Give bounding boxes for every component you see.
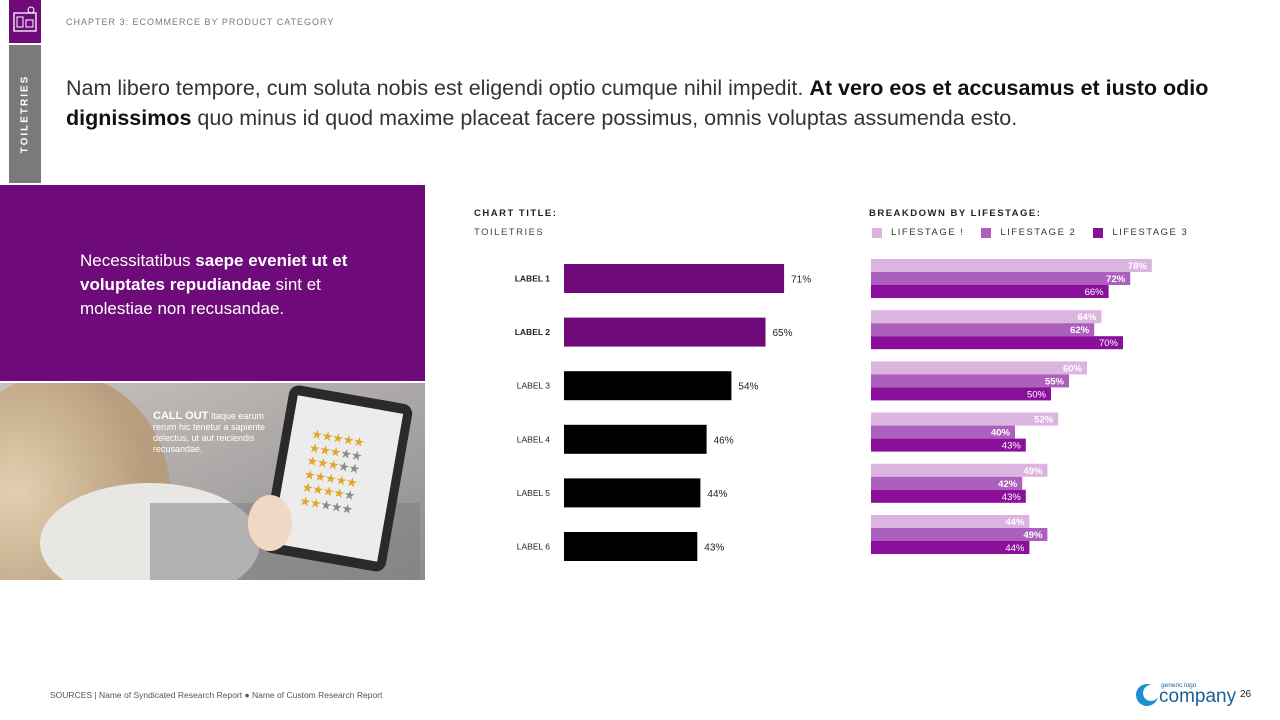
toiletries-bar-chart: LABEL 1 71% LABEL 2 65% LABEL 3 54% LABEL 4 46%… — [515, 264, 811, 561]
chart2-value-label: 70% — [1099, 338, 1119, 349]
chart2-bar-3 — [871, 438, 1026, 452]
chart1-category-label: LABEL 2 — [515, 327, 551, 337]
legend-swatch-lifestage3 — [1093, 227, 1104, 238]
callout-text: Itaque earum rerum hic tenetur a sapient… — [153, 411, 266, 454]
chapter-label: CHAPTER 3: ECOMMERCE BY PRODUCT CATEGORY — [66, 17, 335, 27]
chart1-category-label: LABEL 6 — [517, 542, 551, 552]
chart1-bar — [564, 317, 766, 347]
chart2-value-label: 64% — [1077, 312, 1097, 323]
chart2-bar-3 — [871, 336, 1123, 350]
chart2-bar-3 — [871, 285, 1109, 298]
side-tab-label: TOILETRIES — [19, 74, 31, 154]
chart2-bar-1 — [871, 310, 1102, 324]
lifestage-legend: LIFESTAGE ! LIFESTAGE 2 LIFESTAGE 3 — [872, 227, 1188, 238]
chart2-value-label: 44% — [1005, 543, 1025, 554]
chart2-bar-3 — [871, 387, 1051, 401]
chart2-bar-1 — [871, 259, 1152, 272]
chart2-bar-2 — [871, 528, 1048, 541]
chart2-value-label: 40% — [991, 428, 1011, 439]
chart2-bar-2 — [871, 323, 1095, 337]
chart1-bar — [564, 371, 732, 401]
highlight-text-1: Necessitatibus — [80, 251, 196, 270]
chart2-bar-2 — [871, 272, 1131, 285]
chart1-value-label: 71% — [791, 275, 811, 286]
chart2-value-label: 66% — [1085, 287, 1105, 298]
highlight-box: Necessitatibus saepe eveniet ut et volup… — [0, 185, 425, 381]
chart2-value-label: 55% — [1045, 376, 1065, 387]
legend-swatch-lifestage2 — [981, 227, 992, 238]
highlight-text: Necessitatibus saepe eveniet ut et volup… — [80, 249, 350, 321]
legend-item-lifestage2: LIFESTAGE 2 — [981, 227, 1076, 238]
legend-label-lifestage3: LIFESTAGE 3 — [1112, 227, 1189, 238]
chart2-bar-1 — [871, 412, 1059, 426]
chart2-bar-2 — [871, 425, 1015, 439]
chart2-value-label: 72% — [1106, 274, 1126, 285]
highlight-text-2: sint et molestiae non recusandae. — [80, 275, 321, 318]
chart2-bar-3 — [871, 541, 1030, 554]
chart2-value-label: 52% — [1034, 415, 1054, 426]
chart1-bar — [564, 264, 785, 293]
chart2-value-label: 42% — [998, 479, 1018, 490]
chart2-bar-1 — [871, 463, 1048, 477]
chart2-value-label: 44% — [1005, 517, 1025, 528]
headline-text-2: quo minus id quod maxime placeat facere … — [191, 106, 1018, 130]
chart2-value-label: 43% — [1002, 492, 1022, 503]
chart1-bar — [564, 424, 707, 454]
legend-label-lifestage1: LIFESTAGE ! — [891, 227, 965, 238]
chart1-bar — [564, 478, 701, 508]
chapter-icon — [9, 0, 41, 43]
chart2-value-label: 49% — [1023, 466, 1043, 477]
chart2-value-label: 50% — [1027, 389, 1047, 400]
chart1-category-label: LABEL 1 — [515, 274, 551, 284]
side-tab-toiletries[interactable]: TOILETRIES — [9, 45, 41, 183]
chart2-bar-3 — [871, 489, 1026, 503]
chart1-title: CHART TITLE: — [474, 208, 558, 219]
chart2-bar-2 — [871, 476, 1023, 490]
legend-label-lifestage2: LIFESTAGE 2 — [1000, 227, 1077, 238]
chart2-bar-1 — [871, 361, 1087, 375]
legend-item-lifestage3: LIFESTAGE 3 — [1093, 227, 1188, 238]
chart2-value-label: 49% — [1023, 530, 1043, 541]
chart2-bar-1 — [871, 515, 1030, 528]
callout-label: CALL OUT — [153, 410, 209, 422]
tablet-photo: ★★★★★ ★★★★★ ★★★★★ ★★★★★ ★★★★★ ★★★★★ CALL OUT … — [0, 383, 425, 580]
headline: Nam libero tempore, cum soluta nobis est… — [66, 73, 1216, 133]
chart1-value-label: 54% — [738, 382, 758, 393]
chart1-category-label: LABEL 4 — [517, 434, 551, 444]
logo-mark-icon — [1136, 684, 1159, 706]
callout: CALL OUT Itaque earum rerum hic tenetur … — [153, 411, 278, 455]
chart2-value-label: 78% — [1128, 261, 1148, 272]
chart2-value-label: 60% — [1063, 363, 1083, 374]
legend-swatch-lifestage1 — [872, 227, 882, 238]
chart2-value-label: 43% — [1002, 441, 1022, 452]
lifestage-bar-chart: 78%72%66% 64% 62% 70% 60% 55% 50% 52% 40% 43% 49% 4… — [871, 259, 1152, 554]
chart2-title: BREAKDOWN BY LIFESTAGE: — [869, 208, 1042, 219]
chart1-value-label: 65% — [773, 328, 793, 339]
chart1-category-label: LABEL 3 — [517, 381, 551, 391]
chart1-value-label: 46% — [714, 435, 734, 446]
chart1-value-label: 43% — [704, 543, 724, 554]
company-logo: generic logo company — [1135, 680, 1236, 710]
chart1-value-label: 44% — [707, 489, 727, 500]
chart2-value-label: 62% — [1070, 325, 1090, 336]
headline-bold: At vero eos et accusamus et iusto odio d… — [66, 76, 1209, 130]
chart1-category-label: LABEL 5 — [517, 488, 551, 498]
chart2-bar-2 — [871, 374, 1069, 388]
highlight-text-bold: saepe eveniet ut et voluptates repudiand… — [80, 251, 348, 294]
chart1-bar — [564, 532, 698, 561]
page-number: 26 — [1240, 689, 1252, 700]
sources-footer: SOURCES | Name of Syndicated Research Re… — [50, 690, 383, 700]
headline-text-1: Nam libero tempore, cum soluta nobis est… — [66, 76, 810, 100]
chart1-subtitle: TOILETRIES — [474, 227, 545, 238]
legend-item-lifestage1: LIFESTAGE ! — [872, 227, 964, 238]
logo-big-text: company — [1159, 686, 1237, 707]
logo-small-text: generic logo — [1161, 682, 1197, 689]
